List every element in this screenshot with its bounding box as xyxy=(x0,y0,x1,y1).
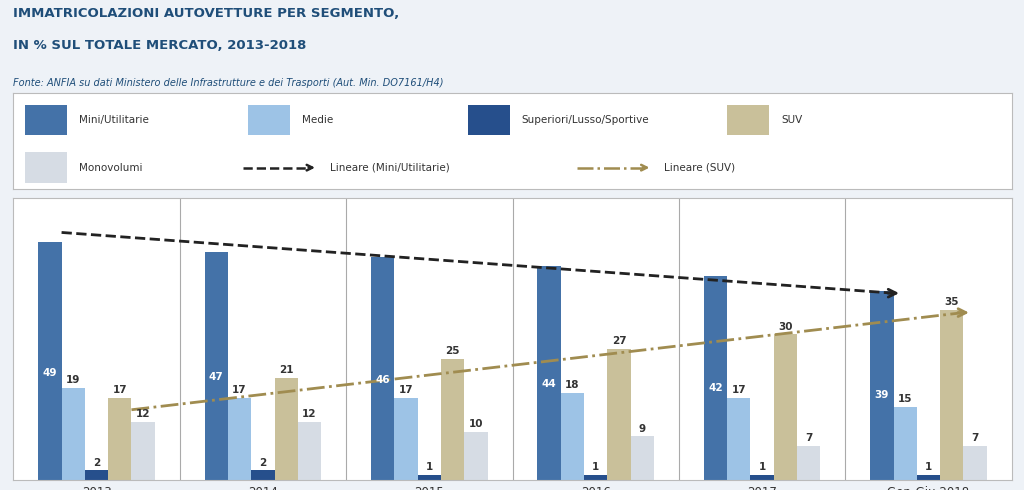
Bar xyxy=(464,432,487,480)
Text: SUV: SUV xyxy=(781,115,803,125)
Text: IN % SUL TOTALE MERCATO, 2013-2018: IN % SUL TOTALE MERCATO, 2013-2018 xyxy=(13,39,306,52)
Text: 1: 1 xyxy=(426,463,433,472)
Bar xyxy=(38,242,61,480)
Text: 46: 46 xyxy=(376,375,390,385)
Bar xyxy=(631,437,654,480)
Bar xyxy=(916,475,940,480)
Text: 49: 49 xyxy=(43,368,57,378)
Text: 18: 18 xyxy=(565,380,580,390)
Bar xyxy=(61,388,85,480)
Bar xyxy=(894,407,916,480)
Bar xyxy=(418,475,441,480)
Bar xyxy=(607,349,631,480)
Bar xyxy=(371,257,394,480)
Text: 17: 17 xyxy=(113,385,127,395)
Text: 35: 35 xyxy=(944,297,959,307)
Text: 39: 39 xyxy=(874,390,889,400)
Text: IMMATRICOLAZIONI AUTOVETTURE PER SEGMENTO,: IMMATRICOLAZIONI AUTOVETTURE PER SEGMENT… xyxy=(13,7,399,21)
Bar xyxy=(441,359,464,480)
Bar xyxy=(727,104,769,135)
Bar xyxy=(870,291,894,480)
Bar xyxy=(131,422,155,480)
Text: Monovolumi: Monovolumi xyxy=(79,163,142,172)
Text: 2: 2 xyxy=(93,458,100,467)
Bar xyxy=(274,378,298,480)
Bar xyxy=(85,470,109,480)
Bar xyxy=(940,310,964,480)
Text: 27: 27 xyxy=(611,336,627,346)
Bar xyxy=(298,422,322,480)
Text: 1: 1 xyxy=(759,463,766,472)
Text: 30: 30 xyxy=(778,321,793,332)
Bar xyxy=(797,446,820,480)
Text: 7: 7 xyxy=(972,433,979,443)
Bar xyxy=(468,104,510,135)
Text: 12: 12 xyxy=(136,409,151,419)
Text: 25: 25 xyxy=(445,346,460,356)
Text: 17: 17 xyxy=(232,385,247,395)
Text: 1: 1 xyxy=(925,463,932,472)
Text: 44: 44 xyxy=(542,379,556,389)
Bar xyxy=(561,393,584,480)
Text: Lineare (SUV): Lineare (SUV) xyxy=(665,163,735,172)
Bar xyxy=(703,276,727,480)
Bar xyxy=(26,152,68,183)
Text: 17: 17 xyxy=(731,385,746,395)
Text: Fonte: ANFIA su dati Ministero delle Infrastrutture e dei Trasporti (Aut. Min. D: Fonte: ANFIA su dati Ministero delle Inf… xyxy=(13,78,443,88)
Text: 47: 47 xyxy=(209,372,223,383)
Bar xyxy=(394,397,418,480)
Text: Mini/Utilitarie: Mini/Utilitarie xyxy=(79,115,150,125)
Bar xyxy=(248,104,290,135)
Bar xyxy=(538,267,561,480)
Text: 19: 19 xyxy=(66,375,81,385)
Text: 10: 10 xyxy=(469,419,483,429)
Text: Superiori/Lusso/Sportive: Superiori/Lusso/Sportive xyxy=(521,115,649,125)
Text: 21: 21 xyxy=(279,365,294,375)
Text: 17: 17 xyxy=(398,385,414,395)
Bar xyxy=(964,446,987,480)
Bar xyxy=(751,475,774,480)
Text: Medie: Medie xyxy=(302,115,333,125)
Text: 12: 12 xyxy=(302,409,316,419)
Text: 15: 15 xyxy=(898,394,912,404)
Bar xyxy=(205,252,228,480)
Bar xyxy=(109,397,131,480)
Text: 9: 9 xyxy=(639,423,646,434)
Text: 7: 7 xyxy=(805,433,812,443)
Bar xyxy=(727,397,751,480)
Text: Lineare (Mini/Utilitarie): Lineare (Mini/Utilitarie) xyxy=(330,163,450,172)
Text: 1: 1 xyxy=(592,463,599,472)
Bar xyxy=(228,397,251,480)
Bar xyxy=(251,470,274,480)
Text: 2: 2 xyxy=(259,458,266,467)
Bar xyxy=(774,335,797,480)
Text: 42: 42 xyxy=(709,383,723,393)
Bar xyxy=(26,104,68,135)
Bar xyxy=(584,475,607,480)
